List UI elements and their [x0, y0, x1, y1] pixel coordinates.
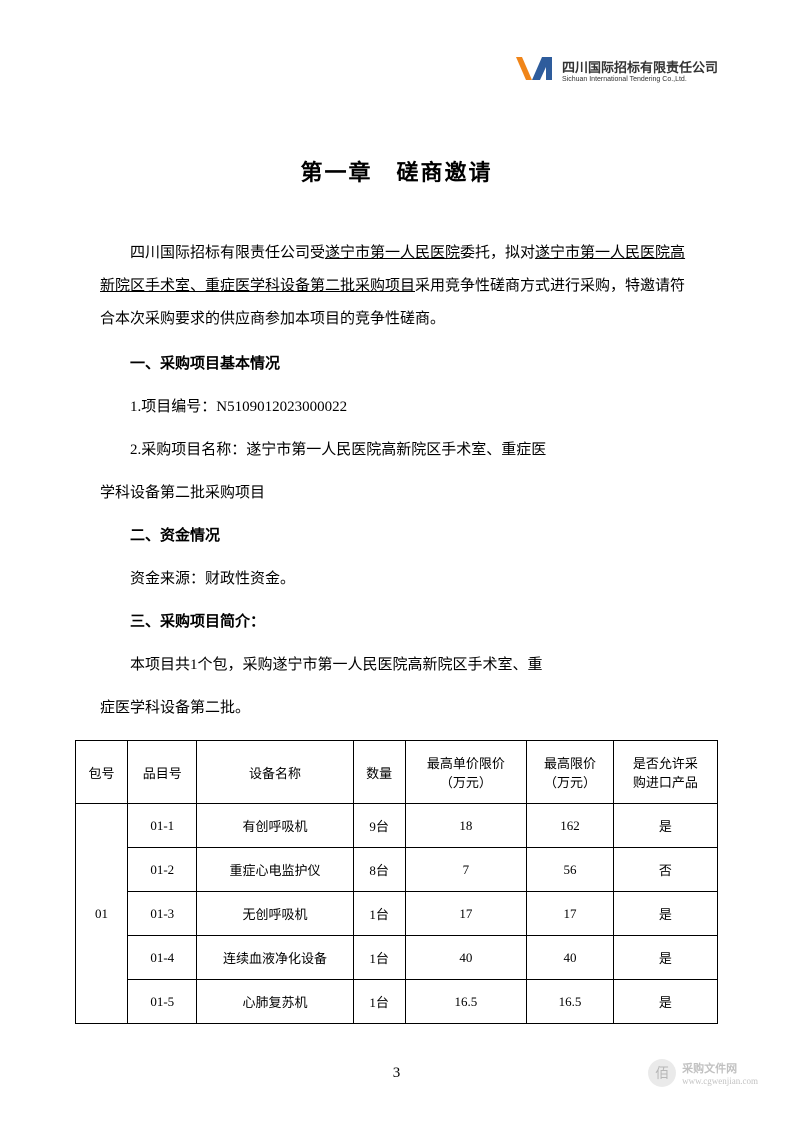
table-row: 01 01-1 有创呼吸机 9台 18 162 是: [76, 804, 718, 848]
intro-text-2: 委托，拟对: [460, 245, 535, 261]
table-header-import: 是否允许采 购进口产品: [613, 741, 717, 804]
section-3-text-line-2: 症医学科设备第二批。: [100, 692, 693, 725]
table-header-name: 设备名称: [197, 741, 353, 804]
section-1-heading: 一、采购项目基本情况: [100, 348, 693, 381]
table-cell-import: 是: [613, 892, 717, 936]
table-cell-item-no: 01-5: [128, 980, 197, 1024]
table-header-package: 包号: [76, 741, 128, 804]
table-header-total-price-line-1: 最高限价: [533, 753, 607, 772]
page-number: 3: [393, 1065, 401, 1082]
table-cell-name: 无创呼吸机: [197, 892, 353, 936]
intro-underline-1: 遂宁市第一人民医院: [325, 245, 460, 261]
table-cell-unit-price: 18: [405, 804, 526, 848]
table-header-import-line-1: 是否允许采: [620, 753, 711, 772]
equipment-table: 包号 品目号 设备名称 数量 最高单价限价 （万元） 最高限价 （万元） 是否允…: [75, 740, 718, 1024]
company-logo-icon: [514, 55, 554, 85]
watermark-text: 采购文件网 www.cgwenjian.com: [682, 1060, 758, 1086]
company-name-en: Sichuan International Tendering Co.,Ltd.: [562, 76, 718, 83]
table-header-row: 包号 品目号 设备名称 数量 最高单价限价 （万元） 最高限价 （万元） 是否允…: [76, 741, 718, 804]
table-header-qty: 数量: [353, 741, 405, 804]
table-cell-unit-price: 40: [405, 936, 526, 980]
section-2-text: 资金来源：财政性资金。: [100, 563, 693, 596]
table-cell-qty: 1台: [353, 892, 405, 936]
table-header-unit-price-line-1: 最高单价限价: [412, 753, 520, 772]
table-cell-name: 有创呼吸机: [197, 804, 353, 848]
table-cell-total-price: 40: [527, 936, 614, 980]
table-cell-total-price: 17: [527, 892, 614, 936]
table-row: 01-4 连续血液净化设备 1台 40 40 是: [76, 936, 718, 980]
table-cell-package-id: 01: [76, 804, 128, 1024]
table-cell-item-no: 01-1: [128, 804, 197, 848]
table-cell-qty: 1台: [353, 980, 405, 1024]
section-1-item-2-line-2: 学科设备第二批采购项目: [100, 477, 693, 510]
table-cell-item-no: 01-2: [128, 848, 197, 892]
table-cell-qty: 9台: [353, 804, 405, 848]
table-cell-item-no: 01-4: [128, 936, 197, 980]
table-cell-unit-price: 7: [405, 848, 526, 892]
table-cell-unit-price: 17: [405, 892, 526, 936]
table-cell-item-no: 01-3: [128, 892, 197, 936]
watermark-text-cn: 采购文件网: [682, 1060, 758, 1076]
chapter-title: 第一章 磋商邀请: [75, 155, 718, 187]
table-cell-total-price: 56: [527, 848, 614, 892]
table-row: 01-5 心肺复苏机 1台 16.5 16.5 是: [76, 980, 718, 1024]
table-cell-import: 是: [613, 980, 717, 1024]
watermark-icon: 佰: [648, 1059, 676, 1087]
section-1-item-2-line-1: 2.采购项目名称：遂宁市第一人民医院高新院区手术室、重症医: [100, 434, 693, 467]
table-cell-name: 心肺复苏机: [197, 980, 353, 1024]
table-cell-qty: 8台: [353, 848, 405, 892]
table-header-import-line-2: 购进口产品: [620, 772, 711, 791]
table-cell-total-price: 16.5: [527, 980, 614, 1024]
intro-paragraph: 四川国际招标有限责任公司受遂宁市第一人民医院委托，拟对遂宁市第一人民医院高新院区…: [100, 237, 693, 336]
company-logo-text: 四川国际招标有限责任公司 Sichuan International Tende…: [562, 57, 718, 83]
table-cell-import: 是: [613, 804, 717, 848]
table-cell-name: 重症心电监护仪: [197, 848, 353, 892]
company-name-cn: 四川国际招标有限责任公司: [562, 57, 718, 76]
section-1-item-1: 1.项目编号：N5109012023000022: [100, 391, 693, 424]
table-cell-unit-price: 16.5: [405, 980, 526, 1024]
table-cell-import: 是: [613, 936, 717, 980]
document-content: 四川国际招标有限责任公司受遂宁市第一人民医院委托，拟对遂宁市第一人民医院高新院区…: [75, 237, 718, 725]
table-cell-total-price: 162: [527, 804, 614, 848]
table-cell-name: 连续血液净化设备: [197, 936, 353, 980]
watermark-url: www.cgwenjian.com: [682, 1076, 758, 1086]
table-header-total-price: 最高限价 （万元）: [527, 741, 614, 804]
section-3-heading: 三、采购项目简介：: [100, 606, 693, 639]
table-cell-import: 否: [613, 848, 717, 892]
section-2-heading: 二、资金情况: [100, 520, 693, 553]
table-row: 01-3 无创呼吸机 1台 17 17 是: [76, 892, 718, 936]
table-header-total-price-line-2: （万元）: [533, 772, 607, 791]
table-cell-qty: 1台: [353, 936, 405, 980]
intro-text-1: 四川国际招标有限责任公司受: [130, 245, 325, 261]
watermark: 佰 采购文件网 www.cgwenjian.com: [648, 1059, 758, 1087]
company-logo-section: 四川国际招标有限责任公司 Sichuan International Tende…: [514, 55, 718, 85]
table-header-item-no: 品目号: [128, 741, 197, 804]
table-header-unit-price: 最高单价限价 （万元）: [405, 741, 526, 804]
table-row: 01-2 重症心电监护仪 8台 7 56 否: [76, 848, 718, 892]
section-3-text-line-1: 本项目共1个包，采购遂宁市第一人民医院高新院区手术室、重: [100, 649, 693, 682]
table-header-unit-price-line-2: （万元）: [412, 772, 520, 791]
